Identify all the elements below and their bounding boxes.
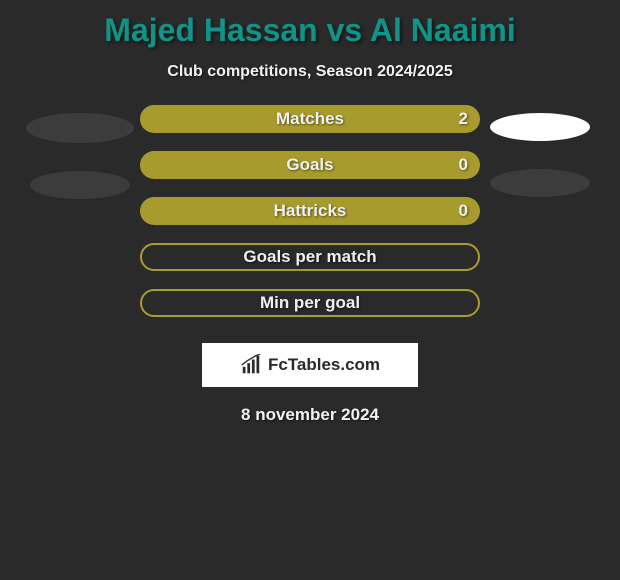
right-player-col — [480, 105, 600, 217]
stat-bar: Goals0 — [140, 151, 480, 179]
left-stat-marker — [26, 113, 134, 143]
right-stat-marker — [490, 113, 590, 141]
stat-value: 0 — [459, 155, 468, 175]
stat-label: Min per goal — [142, 293, 478, 313]
stats-area: Matches2Goals0Hattricks0Goals per matchM… — [0, 105, 620, 317]
stat-label: Goals — [140, 155, 480, 175]
stat-bar: Matches2 — [140, 105, 480, 133]
stat-bar: Min per goal — [140, 289, 480, 317]
brand-logo-box: FcTables.com — [202, 343, 418, 387]
stats-center-col: Matches2Goals0Hattricks0Goals per matchM… — [140, 105, 480, 317]
subtitle: Club competitions, Season 2024/2025 — [167, 63, 452, 81]
stat-bar: Hattricks0 — [140, 197, 480, 225]
stat-label: Matches — [140, 109, 480, 129]
page-title: Majed Hassan vs Al Naaimi — [104, 12, 515, 49]
stat-bar: Goals per match — [140, 243, 480, 271]
comparison-infographic: Majed Hassan vs Al Naaimi Club competiti… — [0, 0, 620, 425]
right-stat-marker — [490, 169, 590, 197]
brand-logo-text: FcTables.com — [268, 355, 380, 375]
stat-value: 0 — [459, 201, 468, 221]
left-stat-marker — [30, 171, 130, 199]
left-player-col — [20, 105, 140, 219]
date-text: 8 november 2024 — [241, 405, 379, 425]
stat-value: 2 — [459, 109, 468, 129]
chart-bars-icon — [240, 354, 262, 376]
stat-label: Goals per match — [142, 247, 478, 267]
stat-label: Hattricks — [140, 201, 480, 221]
